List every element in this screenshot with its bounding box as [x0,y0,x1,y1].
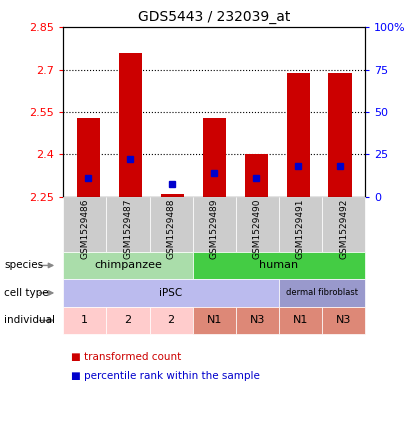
Text: species: species [4,261,43,270]
Text: GSM1529489: GSM1529489 [210,198,219,259]
Text: cell type: cell type [4,288,49,298]
Text: N1: N1 [293,316,308,325]
Text: 2: 2 [124,316,131,325]
Text: 2: 2 [168,316,175,325]
Bar [119,53,142,197]
Bar [203,118,226,197]
Text: 1: 1 [81,316,88,325]
Text: GSM1529492: GSM1529492 [339,198,348,259]
Text: GSM1529491: GSM1529491 [296,198,305,259]
Text: human: human [259,261,299,270]
Text: GSM1529490: GSM1529490 [253,198,262,259]
Text: N1: N1 [206,316,222,325]
Text: dermal fibroblast: dermal fibroblast [286,288,358,297]
Bar [161,194,184,197]
Title: GDS5443 / 232039_at: GDS5443 / 232039_at [138,10,290,24]
Bar [286,73,310,197]
Text: GSM1529487: GSM1529487 [124,198,133,259]
Text: individual: individual [4,316,55,325]
Text: ■ transformed count: ■ transformed count [71,352,182,363]
Bar [245,154,268,197]
Text: ■ percentile rank within the sample: ■ percentile rank within the sample [71,371,260,382]
Text: GSM1529486: GSM1529486 [80,198,89,259]
Bar [328,73,352,197]
Text: GSM1529488: GSM1529488 [166,198,175,259]
Text: chimpanzee: chimpanzee [94,261,162,270]
Text: N3: N3 [250,316,265,325]
Text: iPSC: iPSC [160,288,183,298]
Text: N3: N3 [336,316,351,325]
Bar [77,118,100,197]
